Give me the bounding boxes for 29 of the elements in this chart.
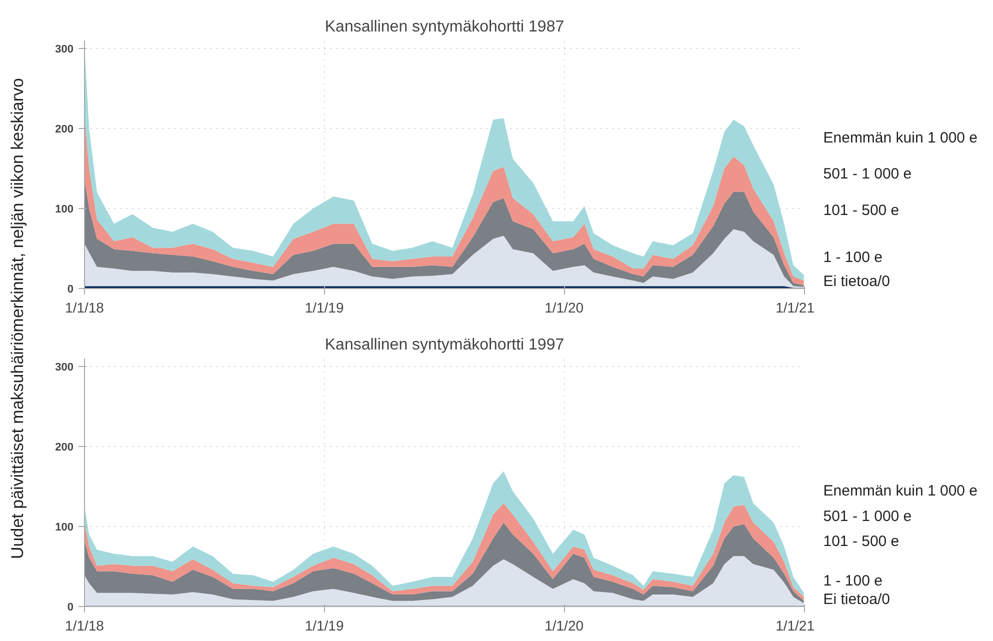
series-label: Ei tietoa/0	[823, 591, 890, 608]
text: Enemmän kuin 1 000 e	[823, 482, 978, 500]
series-label: Ei tietoa/0	[823, 273, 890, 290]
text: 501 - 1 000 e	[823, 166, 912, 183]
x-tick-label: 1/1/20	[544, 300, 584, 316]
x-tick-label: 1/1/21	[776, 300, 815, 316]
y-tick-label: 0	[67, 284, 74, 296]
y-tick-label: 300	[55, 44, 74, 56]
text: Enemmän kuin 1 000 e	[823, 130, 978, 147]
chart-title: Kansallinen syntymäkohortti 1987	[324, 18, 564, 36]
x-tick-label: 1/1/18	[65, 300, 104, 316]
x-tick-label: 1/1/19	[304, 300, 344, 316]
text: 101 - 500 e	[823, 532, 900, 550]
y-axis-title: Uudet päivittäiset maksuhäiriömerkinnät, neljän viikon keskiarvo	[8, 78, 27, 559]
x-tick-label: 1/1/20	[544, 618, 584, 634]
y-tick-label: 0	[67, 602, 74, 614]
y-tick-label: 200	[55, 442, 74, 454]
y-tick-label: 300	[55, 362, 74, 374]
text: 101 - 500 e	[823, 202, 900, 219]
x-tick-label: 1/1/19	[304, 618, 344, 634]
x-tick-label: 1/1/21	[776, 618, 815, 634]
y-tick-label: 100	[55, 204, 74, 216]
series-label: 1 - 100 e	[823, 249, 882, 266]
x-tick-label: 1/1/18	[65, 618, 104, 634]
text: 501 - 1 000 e	[823, 508, 912, 525]
y-tick-label: 100	[55, 522, 74, 534]
series-label: 1 - 100 e	[823, 572, 882, 590]
y-tick-label: 200	[55, 124, 74, 136]
chart-title: Kansallinen syntymäkohortti 1997	[324, 336, 564, 354]
